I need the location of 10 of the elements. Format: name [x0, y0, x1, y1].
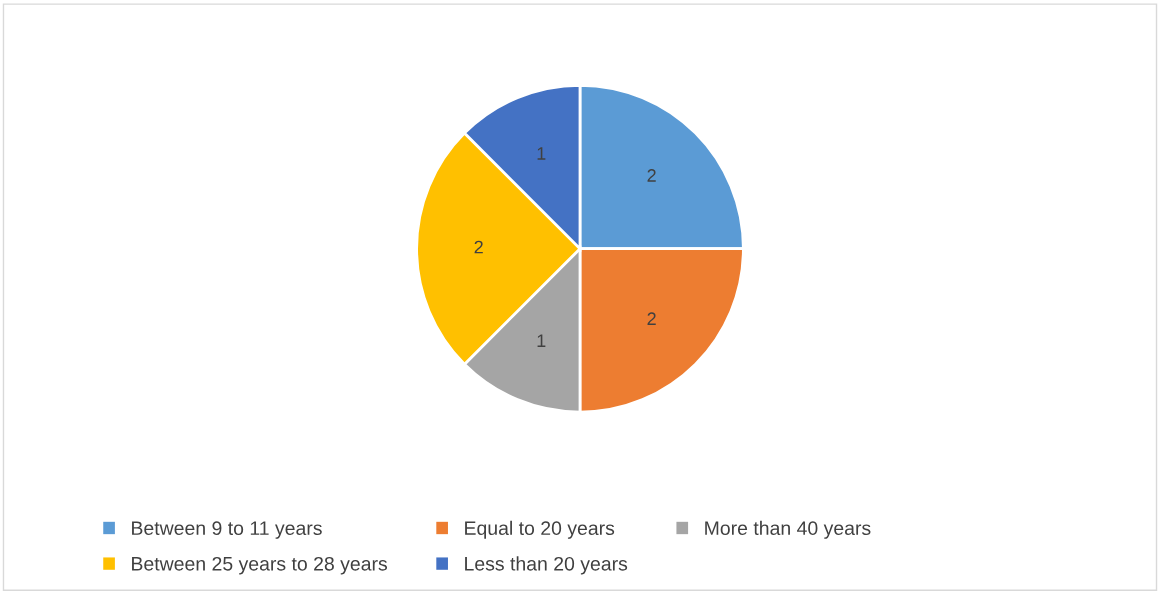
data-label: 1 — [537, 334, 546, 347]
legend-label: Between 9 to 11 years — [132, 521, 322, 539]
data-label: 1 — [537, 147, 546, 160]
legend-label: Equal to 20 years — [465, 520, 615, 539]
legend-label: Between 25 years to 28 years — [132, 556, 388, 575]
data-label: 2 — [474, 240, 483, 254]
legend-label: More than 40 years — [705, 520, 871, 539]
data-label: 2 — [647, 312, 656, 325]
legend-label: Less than 20 years — [465, 556, 628, 575]
data-label: 2 — [647, 169, 656, 182]
